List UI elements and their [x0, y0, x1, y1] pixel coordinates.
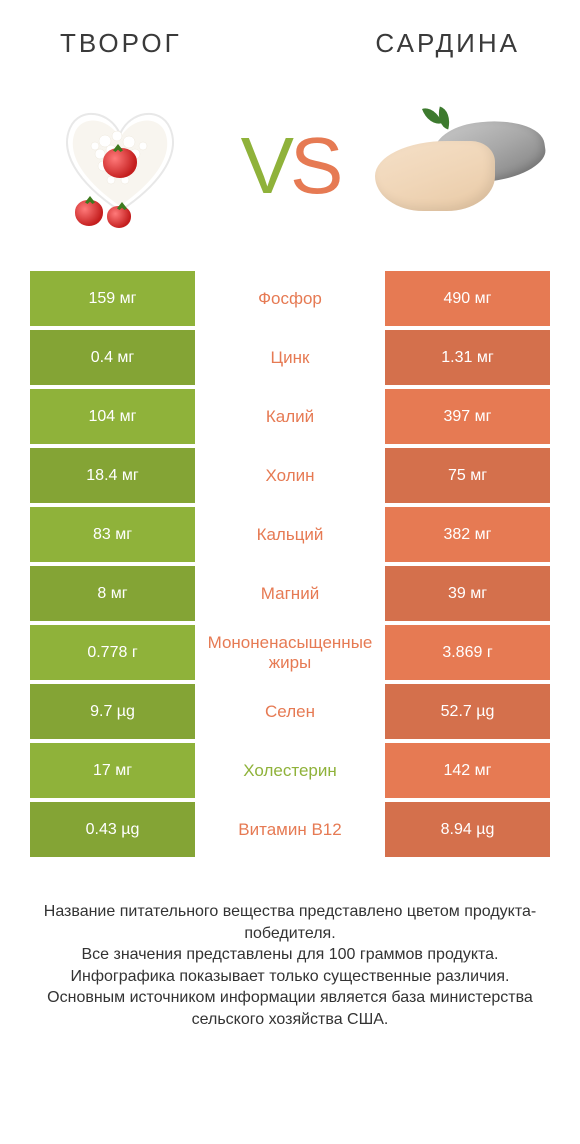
nutrient-label: Калий	[195, 389, 385, 444]
value-left: 159 мг	[30, 271, 195, 326]
nutrient-label: Цинк	[195, 330, 385, 385]
vs-label: VS	[241, 120, 340, 212]
value-left: 83 мг	[30, 507, 195, 562]
product-right-image	[370, 86, 550, 246]
value-right: 490 мг	[385, 271, 550, 326]
nutrient-label: Магний	[195, 566, 385, 621]
table-row: 0.778 гМононенасыщенные жиры3.869 г	[30, 625, 550, 680]
value-left: 0.43 µg	[30, 802, 195, 857]
footer-text: Название питательного вещества представл…	[0, 861, 580, 1031]
value-right: 3.869 г	[385, 625, 550, 680]
header: ТВОРОГ САРДИНА	[0, 0, 580, 71]
value-left: 8 мг	[30, 566, 195, 621]
value-left: 0.778 г	[30, 625, 195, 680]
value-right: 52.7 µg	[385, 684, 550, 739]
value-left: 104 мг	[30, 389, 195, 444]
strawberry-icon	[75, 200, 103, 226]
table-row: 0.43 µgВитамин B128.94 µg	[30, 802, 550, 857]
nutrient-label: Витамин B12	[195, 802, 385, 857]
value-right: 397 мг	[385, 389, 550, 444]
table-row: 18.4 мгХолин75 мг	[30, 448, 550, 503]
table-row: 8 мгМагний39 мг	[30, 566, 550, 621]
fish-fillet-icon	[375, 141, 495, 211]
nutrient-label: Холин	[195, 448, 385, 503]
value-left: 9.7 µg	[30, 684, 195, 739]
table-row: 159 мгФосфор490 мг	[30, 271, 550, 326]
nutrient-label: Фосфор	[195, 271, 385, 326]
strawberry-icon	[103, 148, 137, 178]
value-right: 39 мг	[385, 566, 550, 621]
nutrient-label: Селен	[195, 684, 385, 739]
value-left: 0.4 мг	[30, 330, 195, 385]
value-left: 18.4 мг	[30, 448, 195, 503]
value-right: 382 мг	[385, 507, 550, 562]
comparison-table: 159 мгФосфор490 мг0.4 мгЦинк1.31 мг104 м…	[0, 271, 580, 857]
vs-s: S	[290, 120, 339, 212]
value-right: 8.94 µg	[385, 802, 550, 857]
nutrient-label: Кальций	[195, 507, 385, 562]
strawberry-icon	[107, 206, 131, 228]
table-row: 0.4 мгЦинк1.31 мг	[30, 330, 550, 385]
value-right: 1.31 мг	[385, 330, 550, 385]
value-left: 17 мг	[30, 743, 195, 798]
table-row: 104 мгКалий397 мг	[30, 389, 550, 444]
title-right: САРДИНА	[375, 28, 520, 59]
title-left: ТВОРОГ	[60, 28, 182, 59]
nutrient-label: Холестерин	[195, 743, 385, 798]
value-right: 142 мг	[385, 743, 550, 798]
table-row: 9.7 µgСелен52.7 µg	[30, 684, 550, 739]
table-row: 17 мгХолестерин142 мг	[30, 743, 550, 798]
vs-v: V	[241, 120, 290, 212]
table-row: 83 мгКальций382 мг	[30, 507, 550, 562]
nutrient-label: Мононенасыщенные жиры	[195, 625, 385, 680]
hero: VS	[0, 71, 580, 271]
value-right: 75 мг	[385, 448, 550, 503]
product-left-image	[30, 86, 210, 246]
